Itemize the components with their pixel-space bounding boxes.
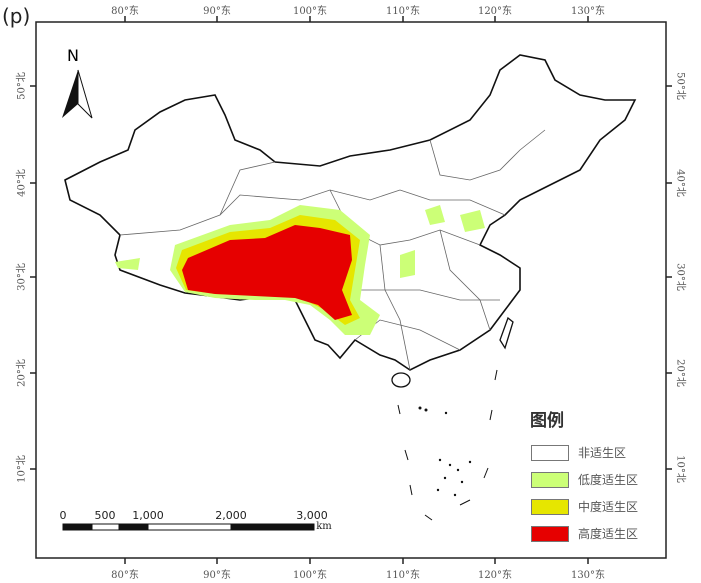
lat-label-left: 50°北: [16, 72, 28, 100]
legend-swatch: [531, 525, 569, 542]
scale-label: 500: [94, 509, 116, 522]
lat-label-right: 30°北: [674, 263, 686, 291]
panel-label: (p): [2, 4, 31, 28]
lat-label-left: 10°北: [16, 455, 28, 483]
lon-label-top: 80°东: [111, 6, 139, 17]
legend-item-low: 低度适生区: [531, 471, 638, 488]
scale-unit: km: [316, 521, 332, 532]
lat-label-left: 40°北: [16, 169, 28, 197]
legend-title: 图例: [530, 411, 564, 431]
lon-label-bottom: 120°东: [477, 570, 513, 581]
lon-label-bottom: 110°东: [385, 570, 421, 581]
high-suitability-zone: [182, 225, 352, 320]
lon-label-bottom: 80°东: [111, 570, 139, 581]
nine-dash-line: [397, 369, 498, 521]
hainan-island: [391, 372, 411, 388]
legend-label: 非适生区: [578, 446, 627, 460]
legend-swatch: [531, 498, 569, 515]
lat-label-right: 40°北: [674, 169, 686, 197]
scale-label: 0: [59, 509, 67, 522]
lon-label-top: 90°东: [203, 6, 231, 17]
scale-bar: [62, 523, 315, 531]
scale-label: 3,000: [296, 509, 328, 522]
lat-label-left: 20°北: [16, 359, 28, 387]
legend-label: 高度适生区: [578, 527, 639, 541]
scale-label: 2,000: [215, 509, 247, 522]
lon-label-top: 110°东: [385, 6, 421, 17]
frame-ticks: [30, 16, 672, 564]
lon-label-top: 130°东: [570, 6, 606, 17]
lat-label-right: 10°北: [674, 455, 686, 483]
lon-label-top: 100°东: [292, 6, 328, 17]
legend-item-unsuitable: 非适生区: [531, 444, 626, 461]
lon-label-bottom: 90°东: [203, 570, 231, 581]
legend-swatch: [531, 444, 569, 461]
lon-label-bottom: 130°东: [570, 570, 606, 581]
legend-item-moderate: 中度适生区: [531, 498, 638, 515]
scale-label: 1,000: [132, 509, 164, 522]
lat-label-left: 30°北: [16, 263, 28, 291]
lat-label-right: 50°北: [674, 72, 686, 100]
legend-label: 中度适生区: [578, 500, 639, 514]
lon-label-bottom: 100°东: [292, 570, 328, 581]
legend-item-high: 高度适生区: [531, 525, 638, 542]
lon-label-top: 120°东: [477, 6, 513, 17]
north-label: N: [67, 46, 79, 65]
north-arrow-icon: [62, 69, 93, 119]
taiwan-island: [499, 316, 514, 350]
legend-swatch: [531, 471, 569, 488]
lat-label-right: 20°北: [674, 359, 686, 387]
legend-label: 低度适生区: [578, 473, 639, 487]
south-china-sea-islands: [418, 406, 472, 497]
